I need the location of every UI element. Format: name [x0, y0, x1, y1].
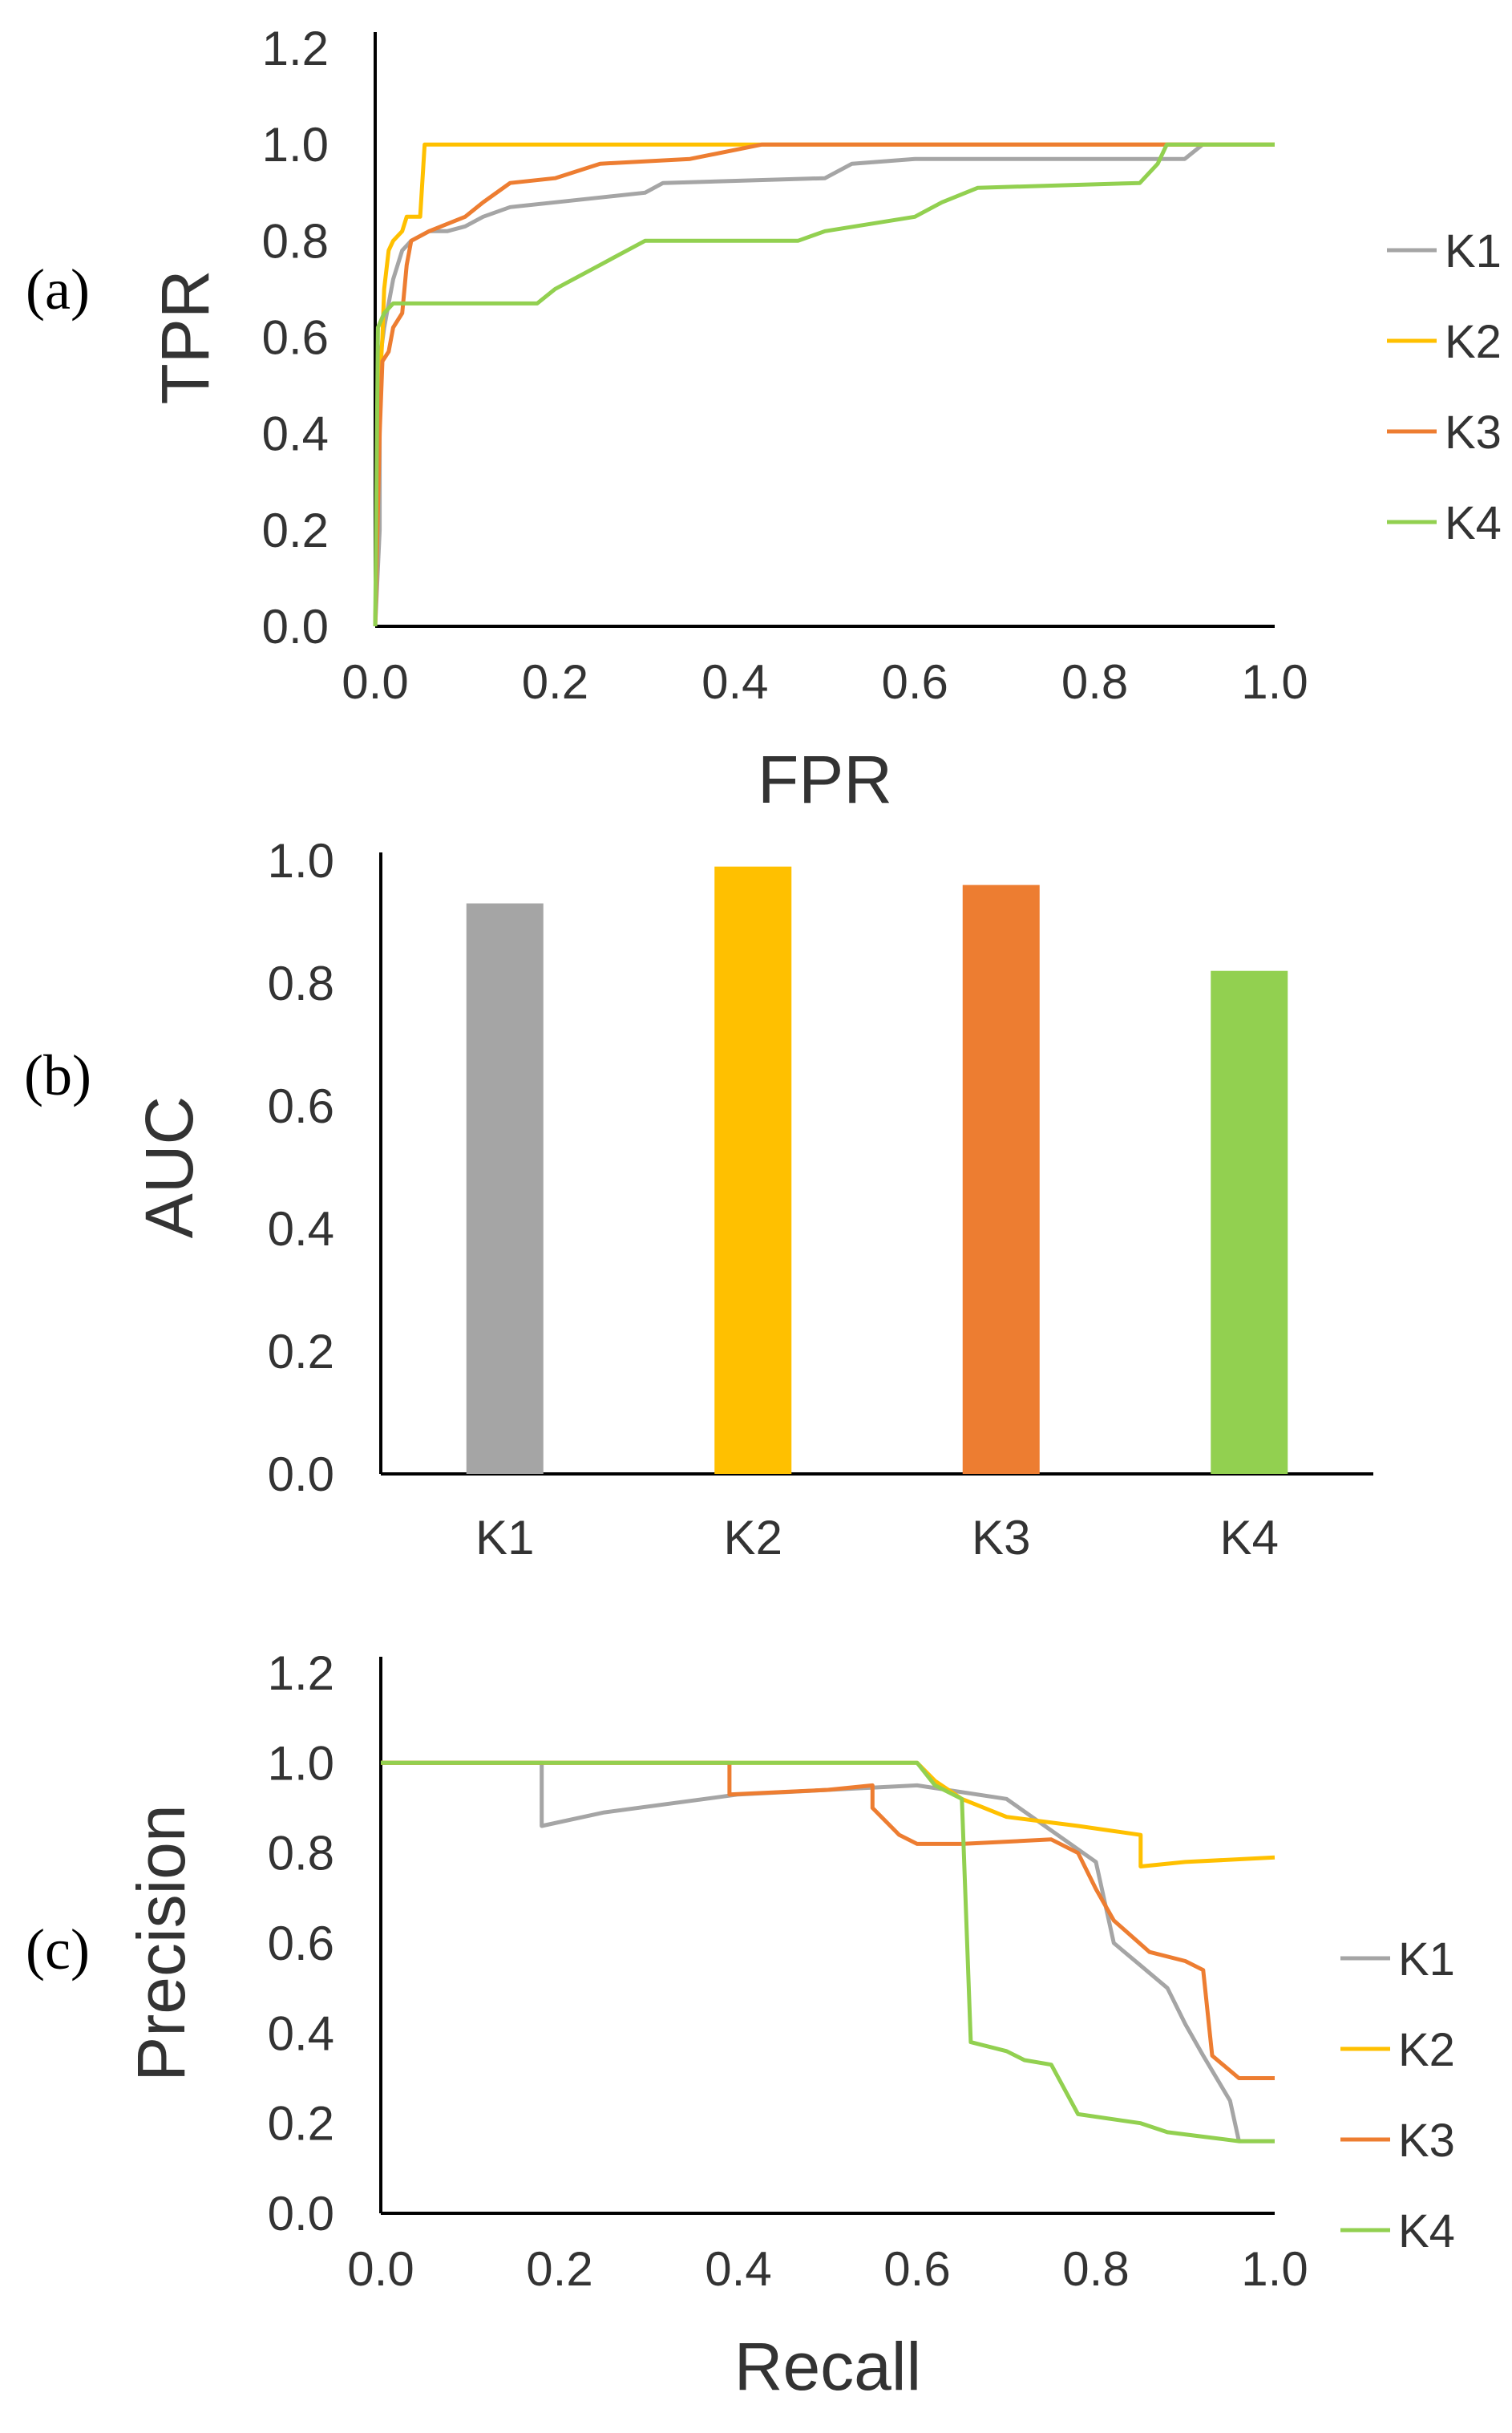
roc-series-k3	[373, 142, 1203, 627]
roc-y-axis-label: TPR	[148, 270, 223, 405]
pr-series-k3	[381, 1760, 1275, 2080]
auc-y-tick-label: 0.6	[268, 1079, 334, 1133]
auc-bar-k4	[1211, 970, 1288, 1474]
pr-y-tick-label: 1.2	[268, 1646, 334, 1700]
auc-y-tick-label: 0.2	[268, 1325, 334, 1378]
auc-y-axis-label: AUC	[131, 1096, 207, 1238]
pr-x-tick-label: 0.4	[705, 2242, 771, 2296]
roc-legend-label-k3: K3	[1445, 407, 1502, 459]
roc-legend-label-k4: K4	[1445, 497, 1502, 549]
roc-y-tick-label: 0.4	[262, 407, 329, 461]
auc-bar-k1	[466, 903, 544, 1474]
pr-legend-label-k4: K4	[1398, 2205, 1455, 2257]
auc-y-tick-label: 0.8	[268, 957, 334, 1010]
auc-x-tick-label: K1	[475, 1511, 534, 1565]
pr-y-tick-label: 0.6	[268, 1917, 334, 1970]
roc-y-tick-label: 0.6	[262, 311, 329, 365]
auc-bar-k3	[962, 885, 1040, 1474]
pr-legend-label-k3: K3	[1398, 2115, 1455, 2167]
pr-legend-label-k2: K2	[1398, 2024, 1455, 2076]
roc-y-tick-label: 1.0	[262, 118, 329, 172]
pr-x-axis-label: Recall	[734, 2329, 921, 2404]
pr-y-tick-label: 0.4	[268, 2006, 334, 2060]
roc-x-tick-label: 0.8	[1061, 655, 1128, 709]
roc-legend-label-k2: K2	[1445, 316, 1502, 368]
roc-y-tick-label: 1.2	[262, 22, 329, 75]
auc-bar-k2	[714, 866, 792, 1474]
pr-series-k4	[381, 1760, 1275, 2144]
pr-y-tick-label: 0.8	[268, 1827, 334, 1880]
pr-x-tick-label: 0.8	[1062, 2242, 1129, 2296]
pr-x-tick-label: 0.6	[883, 2242, 950, 2296]
roc-y-tick-label: 0.2	[262, 504, 329, 557]
roc-x-tick-label: 0.4	[701, 655, 768, 709]
roc-x-tick-label: 0.2	[522, 655, 588, 709]
roc-series-k4	[373, 142, 1275, 627]
pr-x-tick-label: 0.0	[347, 2242, 414, 2296]
roc-x-tick-label: 0.6	[881, 655, 948, 709]
pr-y-tick-label: 0.0	[268, 2187, 334, 2241]
auc-y-tick-label: 1.0	[268, 834, 334, 888]
roc-legend-label-k1: K1	[1445, 225, 1502, 277]
roc-panel-label: (a)	[26, 257, 90, 322]
pr-x-tick-label: 0.2	[526, 2242, 592, 2296]
pr-y-tick-label: 1.0	[268, 1736, 334, 1790]
auc-y-tick-label: 0.0	[268, 1447, 334, 1501]
auc-x-tick-label: K2	[724, 1511, 782, 1565]
pr-y-tick-label: 0.2	[268, 2097, 334, 2151]
roc-x-axis-label: FPR	[758, 742, 892, 817]
roc-series-k1	[373, 142, 1275, 627]
auc-x-tick-label: K3	[972, 1511, 1030, 1565]
pr-series-k2	[381, 1760, 1275, 1868]
auc-x-tick-label: K4	[1220, 1511, 1279, 1565]
roc-y-tick-label: 0.8	[262, 214, 329, 268]
roc-y-tick-label: 0.0	[262, 600, 329, 654]
roc-x-tick-label: 1.0	[1241, 655, 1308, 709]
pr-legend-label-k1: K1	[1398, 1933, 1455, 1986]
pr-series-k1	[381, 1760, 1275, 2144]
roc-series-k2	[373, 142, 1275, 627]
auc-y-tick-label: 0.4	[268, 1202, 334, 1256]
auc-panel-label: (b)	[24, 1043, 91, 1107]
roc-x-tick-label: 0.0	[342, 655, 408, 709]
pr-y-axis-label: Precision	[123, 1804, 199, 2081]
pr-x-tick-label: 1.0	[1241, 2242, 1308, 2296]
pr-panel-label: (c)	[26, 1917, 90, 1982]
